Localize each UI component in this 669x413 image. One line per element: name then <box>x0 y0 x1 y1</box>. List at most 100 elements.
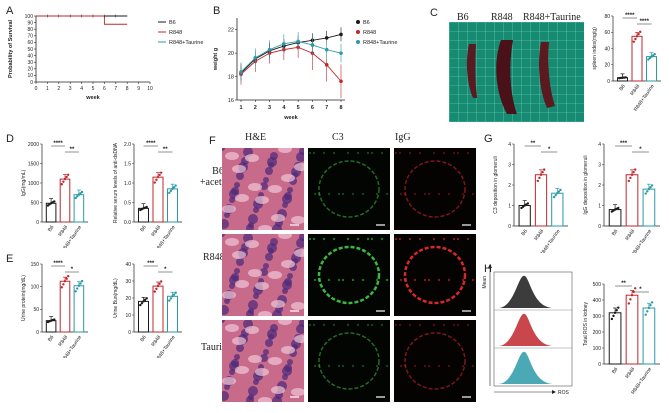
data-point <box>140 302 144 305</box>
ytick-label: 40 <box>604 46 610 52</box>
ytick-label: 2000 <box>28 142 39 148</box>
data-point <box>627 179 630 183</box>
data-point <box>634 287 637 290</box>
ytick-label: 1.5 <box>124 161 131 167</box>
data-point <box>62 283 65 286</box>
a-ylabel: Probability of Survival <box>8 19 14 78</box>
ytick-label: 2 <box>508 183 511 189</box>
data-point <box>74 290 77 293</box>
data-point <box>650 184 654 187</box>
ytick-label: 500 <box>31 200 40 206</box>
photo-label-b6: B6 <box>457 12 469 23</box>
category-label: B6 <box>618 83 627 92</box>
col-label-he: H&E <box>245 132 267 143</box>
data-point <box>80 190 84 194</box>
ytick-label: 40 <box>125 262 131 268</box>
b-xtick-label: 4 <box>282 105 286 111</box>
ytick-label: 1000 <box>28 181 39 187</box>
ylabel: IgG(mg/mL) <box>21 169 27 196</box>
data-point <box>617 206 620 210</box>
micrograph-r1-c2 <box>394 234 476 316</box>
a-ytick-label: 50 <box>27 47 33 53</box>
data-point <box>65 175 68 179</box>
panel-label-e: E <box>6 253 13 265</box>
data-point <box>632 170 635 174</box>
sig-label: **** <box>640 19 650 25</box>
category-label: R848 <box>629 83 641 96</box>
ylabel: Relative serum levels of anti-dsDNA <box>113 142 119 223</box>
bar-R848 <box>59 280 71 333</box>
row-label-taurine: Taurine <box>201 342 232 353</box>
ytick-label: 100 <box>31 284 40 290</box>
bar-R848 <box>625 294 639 365</box>
b-ylabel: weight g <box>213 48 219 71</box>
data-point <box>158 282 161 286</box>
b-legend-swatch <box>356 40 360 44</box>
panel-c: C B6 R848 R848+Taurine 0 20 40 60 80 spleen i… <box>405 0 669 128</box>
spleen-photo <box>449 22 584 122</box>
a-ytick-label: 20 <box>27 67 33 73</box>
row-label-b6: B6 +acetone <box>199 166 237 188</box>
data-point <box>67 173 70 177</box>
bar-R848 <box>534 174 548 227</box>
ytick-label: 1500 <box>28 161 39 167</box>
category-label: R848 <box>57 334 69 347</box>
data-point <box>635 35 639 38</box>
category-label: R848 <box>624 366 636 379</box>
b-ytick-label: 22 <box>228 28 234 34</box>
data-point <box>613 311 617 314</box>
panel-b-weight-chart: B 16 18 20 22 1 2 3 4 5 6 7 8 week weight g B6 R848 R848… <box>213 5 397 121</box>
bar-R848+Taurine <box>642 307 656 365</box>
a-ytick-label: 10 <box>27 73 33 79</box>
category-label: B6 <box>47 224 56 233</box>
data-point <box>637 32 640 36</box>
data-point <box>168 299 171 302</box>
data-point <box>155 178 158 182</box>
flow-histogram-0 <box>498 275 554 308</box>
a-xtick-label: 6 <box>103 86 106 92</box>
ytick-label: 0 <box>128 330 131 336</box>
data-point <box>649 304 652 307</box>
data-point <box>634 168 637 171</box>
bar-R848 <box>631 35 643 82</box>
ytick-label: 500 <box>593 282 602 288</box>
sig-label: **** <box>53 141 63 147</box>
b-point <box>253 56 258 60</box>
a-xlabel: week <box>85 95 100 101</box>
bar-B6 <box>608 312 622 365</box>
category-label: R848 <box>150 224 162 237</box>
category-label: R848 <box>624 228 636 241</box>
panel-label-h: H <box>484 263 492 275</box>
category-label: R848 <box>533 228 545 241</box>
data-point <box>526 202 530 205</box>
panel-h: H Mean ROS 0 100 200 300 400 500 Total ROS in k… <box>482 263 660 396</box>
ytick-label: 0.5 <box>124 200 131 206</box>
ytick-label: 0 <box>598 362 601 368</box>
b-point <box>267 47 272 52</box>
ytick-label: 0 <box>607 79 610 85</box>
data-point <box>62 180 65 183</box>
category-label: B6 <box>47 334 56 343</box>
panel-label-c: C <box>430 7 438 19</box>
b-xtick-label: 1 <box>239 105 242 111</box>
data-point <box>53 200 56 203</box>
sig-label: **** <box>146 141 156 147</box>
data-point <box>647 187 651 191</box>
ytick-label: 1 <box>598 203 601 209</box>
data-point <box>556 192 559 195</box>
row-label-r848: R848 <box>203 252 225 263</box>
ytick-label: 0.0 <box>124 220 131 226</box>
data-point <box>80 279 84 283</box>
a-ytick-label: 0 <box>30 80 33 86</box>
flow-frame <box>493 271 573 387</box>
data-point <box>644 192 647 195</box>
sig-label: *** <box>620 141 628 147</box>
data-point <box>158 173 161 177</box>
category-label: B6 <box>521 228 530 237</box>
ytick-label: 100 <box>593 346 602 352</box>
data-point <box>557 190 561 193</box>
data-point <box>160 171 163 174</box>
